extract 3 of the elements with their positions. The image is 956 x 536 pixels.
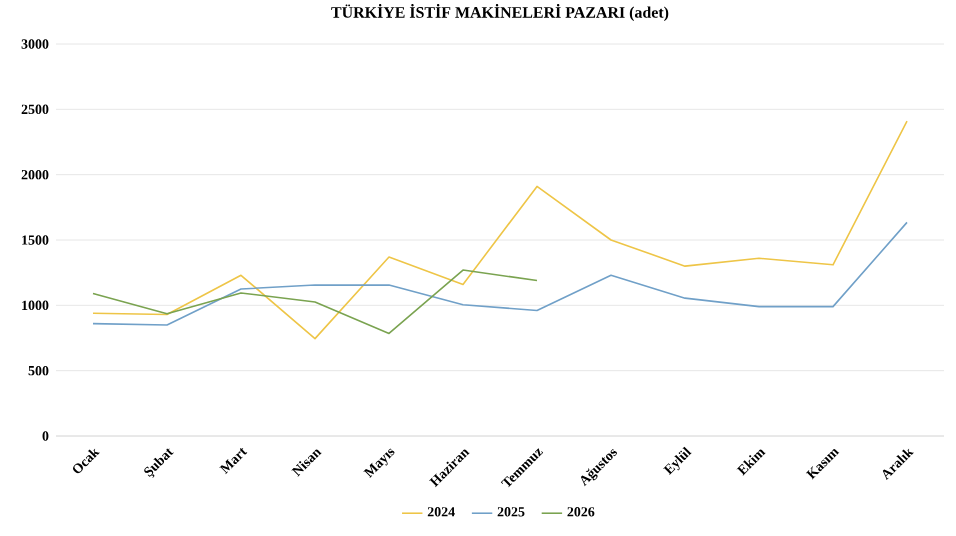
line-series	[92, 120, 908, 340]
line-series	[92, 269, 538, 335]
line-series	[92, 221, 908, 326]
